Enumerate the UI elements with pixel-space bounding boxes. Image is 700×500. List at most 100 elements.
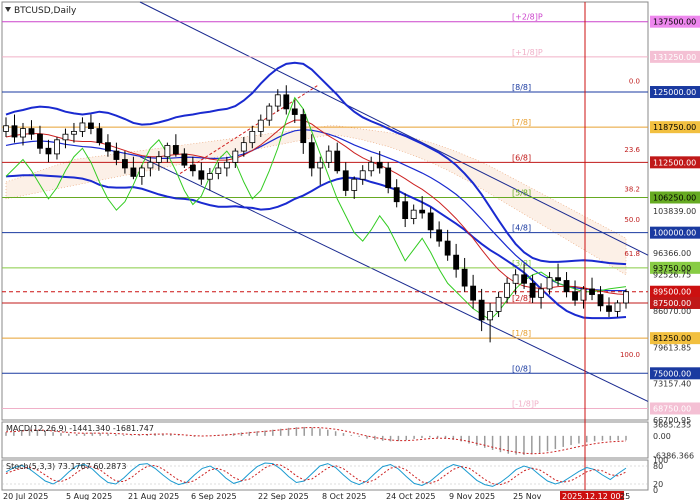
candle-body: [257, 119, 264, 132]
candle-body: [453, 254, 460, 270]
candle-body: [189, 164, 196, 172]
candle-body: [62, 133, 69, 141]
candle-body: [283, 94, 290, 110]
candle: [436, 221, 443, 247]
candle: [28, 120, 35, 140]
candle: [79, 117, 86, 138]
candle: [291, 100, 298, 123]
candle-body: [308, 142, 315, 169]
candle: [614, 300, 621, 318]
candle-body: [495, 296, 502, 312]
candle-body: [546, 277, 553, 290]
candle: [130, 156, 137, 180]
price-tag-bg-0: [650, 15, 700, 28]
candle: [538, 283, 544, 309]
crosshair-date-bg: [560, 491, 624, 500]
x-axis-label-5: 8 Oct 2025: [322, 492, 366, 500]
candle: [88, 114, 94, 135]
price-tag-bg-2: [650, 86, 700, 99]
price-tag-5: 106250.00: [653, 193, 696, 202]
x-axis-label-10: 25: [620, 492, 630, 500]
candle: [606, 297, 612, 318]
candle: [546, 272, 553, 295]
price-tag-bg-3: [650, 121, 700, 134]
crosshair-date-label: 2025.12.12 00:00: [562, 492, 633, 500]
candle: [121, 151, 128, 174]
candle-body: [223, 161, 230, 169]
price-tag-bg-7: [650, 226, 700, 239]
price-tag-bg-12: [650, 296, 700, 309]
murrey-label-11: [-1/8]P: [512, 399, 539, 408]
candle-body: [240, 142, 247, 152]
candle-body: [113, 150, 120, 160]
candle-body: [351, 178, 358, 191]
murrey-label-9: [1/8]: [512, 329, 531, 338]
stoch-tick-0: 100: [653, 456, 668, 465]
candle-body: [538, 288, 544, 298]
candle: [334, 142, 341, 174]
candle: [351, 176, 358, 199]
candle-body: [444, 240, 451, 256]
candle-body: [274, 94, 281, 107]
candle: [45, 139, 52, 163]
candle: [105, 134, 111, 157]
candle: [487, 302, 494, 343]
price-tag-12: 87500.00: [653, 299, 691, 308]
price-tag-14: 81250.00: [653, 334, 691, 343]
stoch-tick-2: 20: [653, 480, 663, 489]
candle-body: [572, 291, 578, 301]
channel-upper-line: [139, 1, 649, 256]
candle-body: [376, 161, 383, 169]
candle-body: [470, 285, 477, 301]
candle-body: [291, 108, 298, 115]
price-tag-16: 75000.00: [653, 369, 691, 378]
murrey-label-0: [+2/8]P: [512, 13, 543, 22]
murrey-label-5: [5/8]: [512, 188, 531, 197]
candle-body: [45, 147, 52, 155]
x-axis-label-3: 6 Sep 2025: [191, 492, 237, 500]
candle: [555, 263, 561, 287]
candle-body: [614, 302, 621, 312]
candle-body: [249, 130, 256, 144]
candle-body: [478, 299, 485, 321]
price-tag-bg-4: [650, 156, 700, 169]
candle: [54, 137, 60, 160]
candle-body: [155, 156, 162, 163]
price-tag-0: 137500.00: [653, 18, 696, 27]
price-tag-11: 89500.00: [653, 288, 691, 297]
symbol-label: BTCUSD,Daily: [14, 6, 77, 16]
fibo-trend-line: [179, 84, 319, 175]
stoch-k-line: [5, 462, 627, 487]
candle-body: [589, 288, 595, 295]
candle-body: [512, 274, 519, 284]
fibo-label-4: 61.8: [624, 250, 640, 258]
symbol-dropdown-icon: [5, 7, 11, 12]
candle: [96, 122, 103, 146]
candle-body: [427, 212, 434, 231]
candle: [444, 229, 451, 261]
candle: [504, 277, 511, 303]
candle: [249, 125, 256, 149]
candle-body: [563, 280, 570, 293]
candle-body: [300, 114, 307, 144]
x-axis-label-8: 25 Nov: [513, 492, 542, 500]
candle-body: [580, 288, 587, 301]
candle: [138, 165, 145, 185]
candle: [11, 114, 18, 143]
candle: [427, 207, 434, 239]
candle-body: [487, 311, 494, 321]
stoch-tick-1: 80: [653, 462, 663, 471]
candle: [470, 274, 477, 309]
bollinger-upper-line: [5, 61, 627, 266]
candle: [181, 148, 188, 168]
price-tag-bg-16: [650, 367, 700, 380]
candle: [147, 156, 154, 177]
price-tag-3: 118750.00: [653, 123, 696, 132]
candle-body: [28, 128, 35, 135]
price-tag-13: 86070.00: [653, 307, 691, 316]
candle-body: [606, 305, 612, 312]
candle-body: [138, 167, 145, 177]
price-tag-17: 73157.40: [653, 380, 691, 389]
